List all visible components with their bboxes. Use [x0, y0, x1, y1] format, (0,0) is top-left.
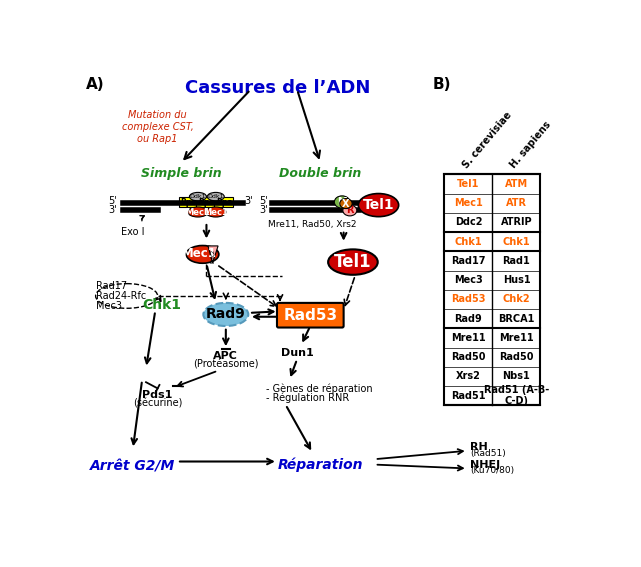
- Text: ATR: ATR: [506, 198, 527, 208]
- Text: Ddc2: Ddc2: [211, 249, 216, 263]
- Ellipse shape: [358, 193, 399, 217]
- Text: Rad17: Rad17: [451, 256, 486, 266]
- Text: Mec1: Mec1: [185, 208, 210, 217]
- Text: Mec3: Mec3: [454, 275, 483, 285]
- Text: Rpa: Rpa: [180, 197, 197, 206]
- Text: Chk1: Chk1: [503, 236, 530, 247]
- Text: Rad50: Rad50: [499, 352, 534, 362]
- FancyBboxPatch shape: [179, 197, 197, 208]
- Ellipse shape: [340, 198, 352, 209]
- Text: APC: APC: [213, 352, 238, 361]
- Text: Arrêt G2/M: Arrêt G2/M: [90, 459, 176, 473]
- Text: Ddk1: Ddk1: [190, 194, 206, 199]
- Text: Mec3: Mec3: [96, 301, 122, 311]
- Text: Mutation du
complexe CST,
ou Rap1: Mutation du complexe CST, ou Rap1: [122, 111, 194, 143]
- Ellipse shape: [189, 192, 206, 201]
- Text: Nbs1: Nbs1: [503, 371, 530, 382]
- Text: BRCA1: BRCA1: [498, 314, 535, 324]
- Text: (Rad51): (Rad51): [470, 448, 506, 458]
- Bar: [444, 174, 540, 405]
- Text: Chk1: Chk1: [454, 236, 482, 247]
- Ellipse shape: [328, 249, 378, 275]
- FancyBboxPatch shape: [277, 303, 344, 328]
- Text: Exo I: Exo I: [121, 227, 145, 238]
- Text: R: R: [346, 205, 354, 215]
- Text: Cassures de l’ADN: Cassures de l’ADN: [185, 79, 370, 97]
- Ellipse shape: [343, 205, 357, 216]
- Text: Mec1: Mec1: [203, 208, 228, 217]
- Text: Rad9: Rad9: [454, 314, 482, 324]
- Text: 3': 3': [259, 205, 268, 215]
- Text: - Régulation RNR: - Régulation RNR: [266, 393, 349, 404]
- Text: 3': 3': [109, 205, 117, 215]
- Text: RH: RH: [470, 442, 488, 452]
- Text: (Protéasome): (Protéasome): [193, 360, 258, 370]
- Text: Rad51: Rad51: [451, 391, 486, 401]
- Text: Tel1: Tel1: [334, 253, 372, 271]
- Text: Chk1: Chk1: [142, 298, 181, 312]
- Text: Tel1: Tel1: [363, 198, 394, 212]
- Text: Ddc2: Ddc2: [454, 217, 482, 227]
- Text: S. cerevisiae: S. cerevisiae: [461, 110, 513, 171]
- Text: Rpa: Rpa: [198, 197, 215, 206]
- Text: Hus1: Hus1: [503, 275, 530, 285]
- Text: Double brin: Double brin: [279, 167, 362, 180]
- Text: Mre11: Mre11: [499, 333, 534, 343]
- Ellipse shape: [207, 192, 224, 201]
- Text: 3': 3': [244, 196, 253, 206]
- Text: 5': 5': [108, 196, 117, 206]
- Text: Ddk1: Ddk1: [208, 194, 224, 199]
- Text: B): B): [433, 77, 451, 92]
- Text: Rpa: Rpa: [216, 197, 233, 206]
- Text: M: M: [337, 197, 347, 207]
- Text: Pds1: Pds1: [142, 390, 173, 400]
- Polygon shape: [208, 246, 218, 263]
- Text: Dun1: Dun1: [281, 348, 313, 358]
- Text: Rad1: Rad1: [503, 256, 530, 266]
- Text: Mre11: Mre11: [451, 333, 486, 343]
- Text: Mre11, Rad50, Xrs2: Mre11, Rad50, Xrs2: [269, 221, 357, 230]
- Text: Mec1: Mec1: [454, 198, 483, 208]
- Text: Simple brin: Simple brin: [140, 167, 221, 180]
- Text: (Ku70/80): (Ku70/80): [470, 466, 514, 475]
- Ellipse shape: [203, 303, 248, 326]
- Text: Chk2: Chk2: [503, 294, 530, 304]
- Ellipse shape: [187, 246, 219, 263]
- Text: Xrs2: Xrs2: [456, 371, 481, 382]
- Text: Réparation: Réparation: [278, 458, 363, 472]
- Text: (sécurine): (sécurine): [133, 399, 182, 408]
- Text: Rad9: Rad9: [206, 307, 246, 321]
- Text: Rad24-Rfc: Rad24-Rfc: [96, 291, 146, 301]
- Text: ATM: ATM: [505, 179, 528, 189]
- Text: 5': 5': [259, 196, 268, 206]
- Text: X: X: [342, 198, 350, 209]
- Text: Rad53: Rad53: [451, 294, 486, 304]
- Text: Rad50: Rad50: [451, 352, 486, 362]
- Text: Mec1: Mec1: [182, 247, 217, 260]
- Text: ATRIP: ATRIP: [501, 217, 532, 227]
- Text: Tel1: Tel1: [457, 179, 479, 189]
- Text: H. sapiens: H. sapiens: [509, 120, 553, 171]
- Ellipse shape: [188, 207, 208, 217]
- Text: A): A): [87, 77, 105, 92]
- Text: Rad51 (A-B-
C-D): Rad51 (A-B- C-D): [484, 385, 549, 407]
- Text: - Gènes de réparation: - Gènes de réparation: [266, 384, 373, 394]
- FancyBboxPatch shape: [196, 197, 215, 208]
- Ellipse shape: [335, 196, 350, 208]
- FancyBboxPatch shape: [214, 197, 233, 208]
- Ellipse shape: [206, 207, 226, 217]
- Text: Rad53: Rad53: [283, 308, 337, 323]
- Text: NHEJ: NHEJ: [470, 460, 500, 469]
- Text: Rad17: Rad17: [96, 281, 127, 291]
